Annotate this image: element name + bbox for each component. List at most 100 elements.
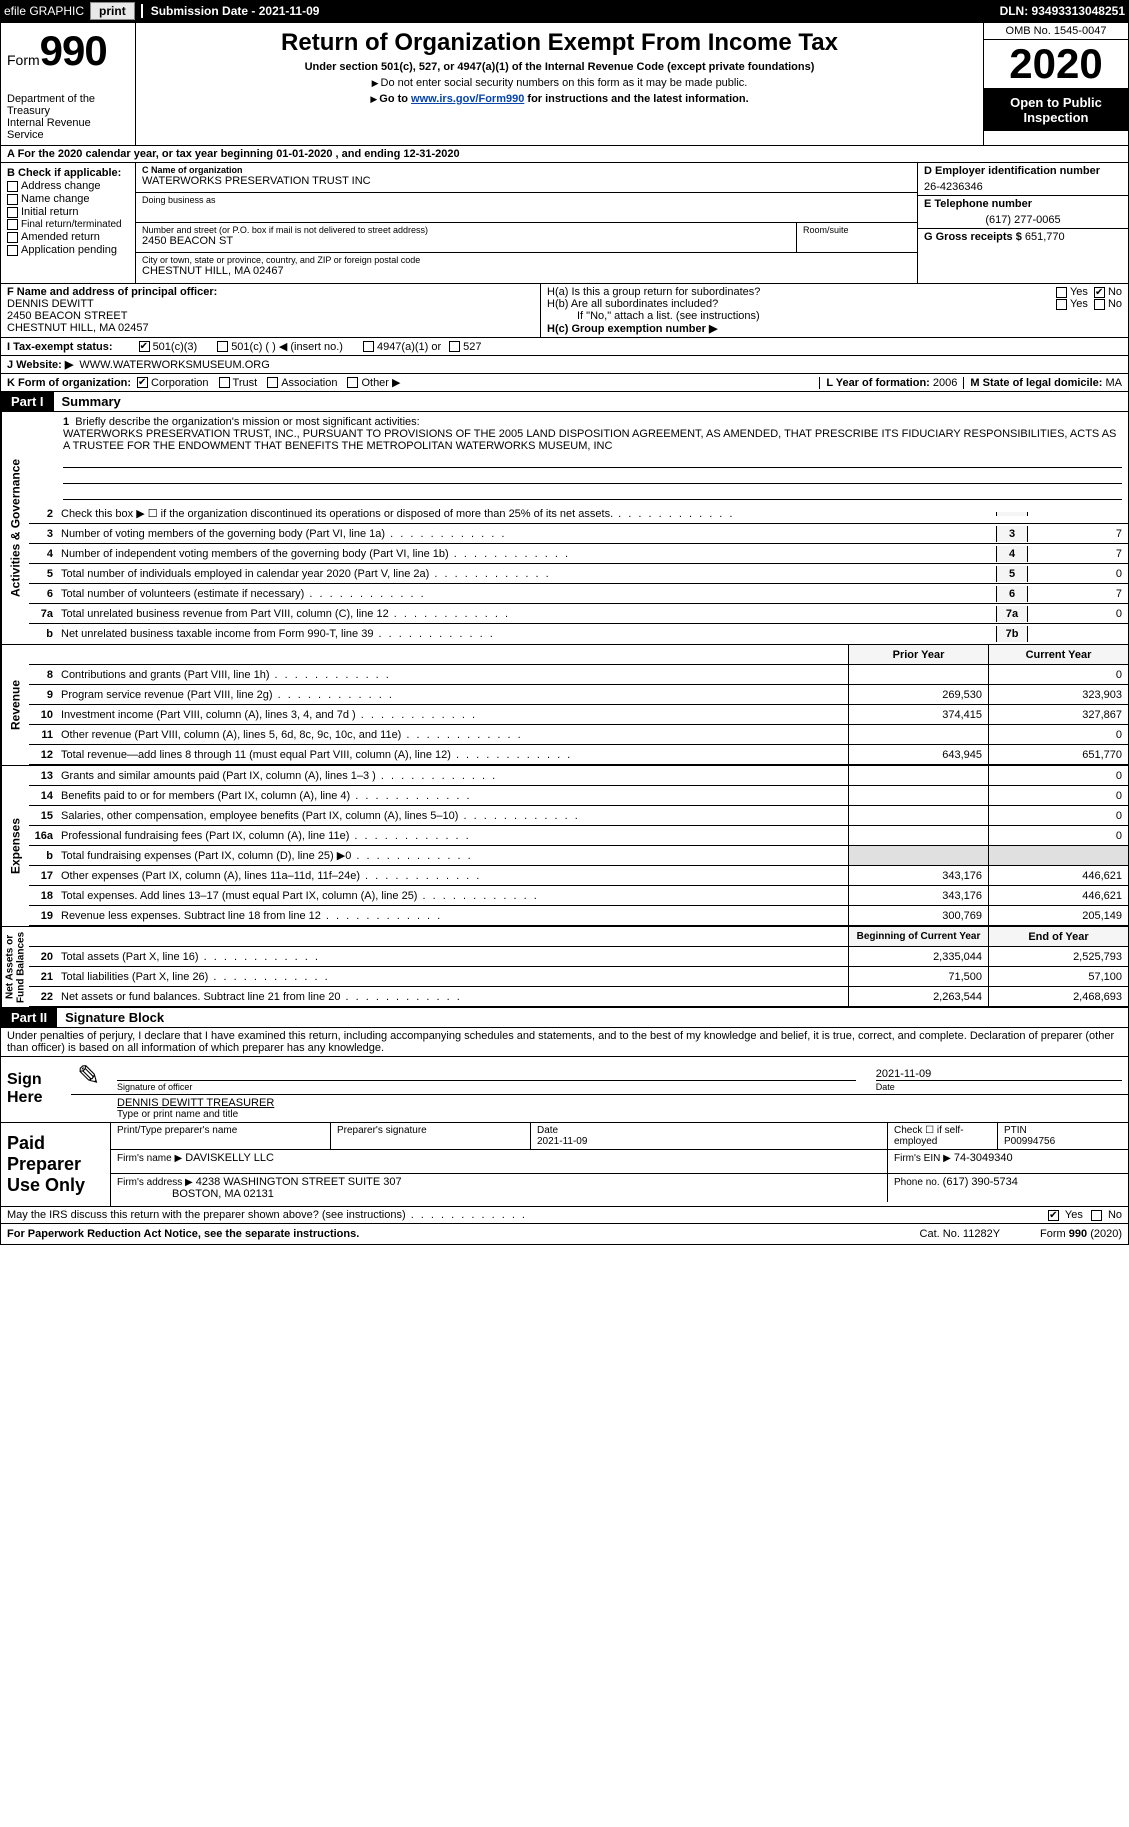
- col-b-head: B Check if applicable:: [7, 167, 129, 179]
- row-j: J Website: ▶ WWW.WATERWORKSMUSEUM.ORG: [1, 356, 1128, 374]
- info-grid: B Check if applicable: Address change Na…: [1, 163, 1128, 284]
- form-header: Form990 Department of the Treasury Inter…: [1, 23, 1128, 146]
- hb-no-cb[interactable]: [1094, 299, 1105, 310]
- sig-date: 2021-11-09: [876, 1068, 1122, 1080]
- prep-firm: DAVISKELLY LLC: [185, 1152, 274, 1164]
- preparer-block: Paid Preparer Use Only Print/Type prepar…: [1, 1123, 1128, 1207]
- form990-link[interactable]: www.irs.gov/Form990: [411, 93, 524, 105]
- data-line: bTotal fundraising expenses (Part IX, co…: [29, 846, 1128, 866]
- cb-address-change[interactable]: Address change: [7, 180, 129, 192]
- footer-cat: Cat. No. 11282Y: [920, 1228, 1001, 1240]
- prep-ein: 74-3049340: [954, 1152, 1013, 1164]
- data-line: 8Contributions and grants (Part VIII, li…: [29, 665, 1128, 685]
- ein-val: 26-4236346: [924, 181, 1122, 193]
- sig-officer-lab: Signature of officer: [117, 1080, 856, 1092]
- data-line: 19Revenue less expenses. Subtract line 1…: [29, 906, 1128, 926]
- hb-note: If "No," attach a list. (see instruction…: [547, 310, 1122, 322]
- col-c-name-lab: C Name of organization: [142, 165, 243, 175]
- tax-year: 2020: [984, 40, 1128, 89]
- note2-pre: Go to: [379, 93, 411, 105]
- dln-label: DLN: 93493313048251: [1000, 4, 1125, 18]
- cb-amended[interactable]: Amended return: [7, 231, 129, 243]
- form-title: Return of Organization Exempt From Incom…: [142, 29, 977, 57]
- data-line: 21Total liabilities (Part X, line 26)71,…: [29, 967, 1128, 987]
- data-line: 11Other revenue (Part VIII, column (A), …: [29, 725, 1128, 745]
- officer-lab: F Name and address of principal officer:: [7, 286, 217, 298]
- header-mid: Return of Organization Exempt From Incom…: [136, 23, 983, 145]
- data-line: 16aProfessional fundraising fees (Part I…: [29, 826, 1128, 846]
- prep-ptin: P00994756: [1004, 1136, 1055, 1147]
- cb-name-change[interactable]: Name change: [7, 193, 129, 205]
- addr-lab: Number and street (or P.O. box if mail i…: [142, 225, 790, 235]
- ha-yes-cb[interactable]: [1056, 287, 1067, 298]
- note1: Do not enter social security numbers on …: [381, 77, 748, 89]
- hb-lab: H(b) Are all subordinates included?: [547, 298, 1056, 310]
- open-inspection: Open to Public Inspection: [984, 89, 1128, 131]
- data-line: 14Benefits paid to or for members (Part …: [29, 786, 1128, 806]
- mission-block: 1 Briefly describe the organization's mi…: [29, 412, 1128, 504]
- rev-header-row: Prior Year Current Year: [29, 645, 1128, 665]
- data-line: 17Other expenses (Part IX, column (A), l…: [29, 866, 1128, 886]
- cb-corp[interactable]: [137, 377, 148, 388]
- gov-line: 2Check this box ▶ ☐ if the organization …: [29, 504, 1128, 524]
- dba-lab: Doing business as: [142, 195, 911, 205]
- website-lab: J Website: ▶: [7, 358, 73, 371]
- data-line: 12Total revenue—add lines 8 through 11 (…: [29, 745, 1128, 765]
- cb-initial-return[interactable]: Initial return: [7, 206, 129, 218]
- org-name: WATERWORKS PRESERVATION TRUST INC: [142, 175, 911, 187]
- officer-city: CHESTNUT HILL, MA 02457: [7, 322, 534, 334]
- discuss-no-cb[interactable]: [1091, 1210, 1102, 1221]
- officer-print-lab: Type or print name and title: [117, 1109, 1122, 1120]
- cb-app-pending[interactable]: Application pending: [7, 244, 129, 256]
- website-val: WWW.WATERWORKSMUSEUM.ORG: [79, 359, 269, 371]
- form-number: 990: [40, 27, 107, 74]
- cb-trust[interactable]: [219, 377, 230, 388]
- sig-date-lab: Date: [876, 1080, 1122, 1092]
- part2-header: Part II Signature Block: [1, 1007, 1128, 1028]
- gov-line: 7aTotal unrelated business revenue from …: [29, 604, 1128, 624]
- sign-here-block: Sign Here ✎ Signature of officer 2021-11…: [1, 1057, 1128, 1123]
- section-revenue: Revenue Prior Year Current Year 8Contrib…: [1, 644, 1128, 765]
- cb-501c3[interactable]: [139, 341, 150, 352]
- officer-print-name: DENNIS DEWITT TREASURER: [117, 1097, 1122, 1109]
- ha-lab: H(a) Is this a group return for subordin…: [547, 286, 1056, 298]
- tax-status-lab: I Tax-exempt status:: [7, 341, 113, 353]
- sig-declaration: Under penalties of perjury, I declare th…: [1, 1028, 1128, 1057]
- dept-line1: Department of the Treasury: [7, 93, 129, 117]
- cb-527[interactable]: [449, 341, 460, 352]
- hb-yes-cb[interactable]: [1056, 299, 1067, 310]
- part1-title: Summary: [54, 392, 129, 411]
- part2-title: Signature Block: [57, 1008, 172, 1027]
- submission-date: Submission Date - 2021-11-09: [141, 4, 320, 18]
- vert-revenue: Revenue: [1, 645, 29, 765]
- pen-icon: ✎: [77, 1059, 97, 1092]
- gov-line: 5Total number of individuals employed in…: [29, 564, 1128, 584]
- cb-other[interactable]: [347, 377, 358, 388]
- arrow-icon: [370, 93, 379, 105]
- prep-addr1: 4238 WASHINGTON STREET SUITE 307: [196, 1176, 402, 1188]
- form-page: Form990 Department of the Treasury Inter…: [0, 22, 1129, 1245]
- discuss-yes-cb[interactable]: [1048, 1210, 1059, 1221]
- row-i: I Tax-exempt status: 501(c)(3) 501(c) ( …: [1, 338, 1128, 356]
- data-line: 22Net assets or fund balances. Subtract …: [29, 987, 1128, 1007]
- prep-self-emp: Check ☐ if self-employed: [888, 1123, 998, 1149]
- cb-4947[interactable]: [363, 341, 374, 352]
- phone-lab: E Telephone number: [924, 198, 1032, 210]
- sign-here-label: Sign Here: [1, 1057, 71, 1122]
- cb-501c[interactable]: [217, 341, 228, 352]
- note2-post: for instructions and the latest informat…: [524, 93, 748, 105]
- vert-expenses: Expenses: [1, 766, 29, 926]
- header-left: Form990 Department of the Treasury Inter…: [1, 23, 136, 145]
- cb-final-return[interactable]: Final return/terminated: [7, 219, 129, 230]
- col-b-checkboxes: B Check if applicable: Address change Na…: [1, 163, 136, 283]
- print-button[interactable]: print: [90, 2, 135, 20]
- ha-no-cb[interactable]: [1094, 287, 1105, 298]
- officer-addr: 2450 BEACON STREET: [7, 310, 534, 322]
- form-word: Form: [7, 52, 40, 68]
- discuss-text: May the IRS discuss this return with the…: [7, 1209, 527, 1221]
- discuss-row: May the IRS discuss this return with the…: [1, 1207, 1128, 1223]
- section-net-assets: Net Assets or Fund Balances Beginning of…: [1, 926, 1128, 1007]
- efile-label: efile GRAPHIC: [4, 4, 84, 18]
- year-formation: 2006: [933, 377, 957, 389]
- cb-assoc[interactable]: [267, 377, 278, 388]
